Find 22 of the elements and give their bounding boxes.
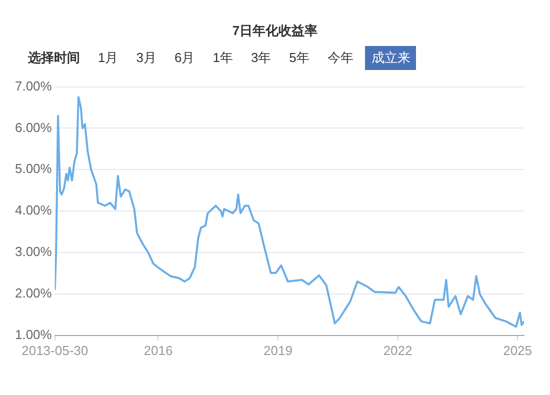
text: 成立来: [365, 46, 416, 70]
text: 1月: [97, 49, 120, 67]
x-tick-label: 2013-05-30: [22, 342, 88, 358]
y-tick-label: 2.00%: [14, 286, 52, 301]
text: 今年: [326, 49, 354, 67]
x-tick-label: 2025: [503, 342, 532, 358]
x-tick-label: 2016: [144, 342, 173, 358]
y-tick-label: 4.00%: [14, 202, 52, 218]
text: 3年: [250, 49, 272, 67]
y-tick-label: 6.00%: [14, 120, 52, 135]
y-tick-label: 1.00%: [14, 326, 52, 342]
text: 3月: [135, 49, 158, 67]
y-tick-label: 5.00%: [14, 161, 52, 176]
text: 5年: [288, 49, 310, 67]
x-tick-label: 2019: [264, 342, 292, 358]
chart-title: 7日年化收益率: [231, 22, 319, 40]
text: 1年: [212, 49, 234, 67]
y-tick-label: 3.00%: [14, 244, 52, 260]
y-tick-label: 7.00%: [14, 78, 52, 94]
text: 6月: [173, 49, 196, 67]
x-tick-label: 2022: [383, 342, 412, 358]
text: 选择时间: [28, 49, 80, 67]
